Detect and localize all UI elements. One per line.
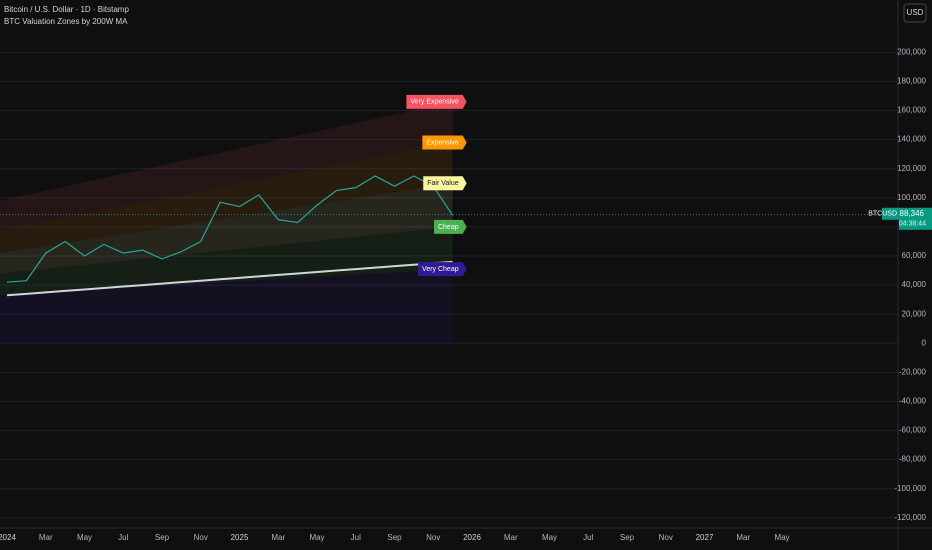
x-tick-label: Nov bbox=[426, 533, 440, 542]
x-tick-label: Jul bbox=[118, 533, 128, 542]
y-tick-label: 120,000 bbox=[897, 164, 926, 173]
zone-tag: Cheap bbox=[433, 219, 467, 234]
x-tick-label: Jul bbox=[583, 533, 593, 542]
zone-tag-bg bbox=[423, 176, 467, 191]
y-tick-label: 60,000 bbox=[902, 251, 927, 260]
zone-tag-bg bbox=[406, 94, 467, 109]
zone-tag-label: Fair Value bbox=[427, 180, 458, 187]
x-tick-label: 2024 bbox=[0, 533, 16, 542]
y-tick-label: 100,000 bbox=[897, 193, 926, 202]
x-tick-label: Sep bbox=[155, 533, 170, 542]
x-tick-label: May bbox=[542, 533, 557, 542]
y-tick-label: -60,000 bbox=[899, 426, 927, 435]
x-tick-label: Mar bbox=[736, 533, 750, 542]
valuation-zone bbox=[0, 226, 453, 296]
x-tick-label: May bbox=[309, 533, 324, 542]
symbol-tag-label: BTCUSD bbox=[868, 211, 897, 218]
last-price-label: 88,346 bbox=[900, 209, 925, 218]
indicator-title: BTC Valuation Zones by 200W MA bbox=[4, 17, 128, 26]
y-tick-label: 40,000 bbox=[902, 280, 927, 289]
x-tick-label: 2027 bbox=[696, 533, 714, 542]
x-tick-label: Sep bbox=[387, 533, 402, 542]
zone-tag-label: Cheap bbox=[438, 224, 459, 231]
y-tick-label: -20,000 bbox=[899, 367, 927, 376]
zone-tag: Very Expensive bbox=[406, 94, 467, 109]
price-line bbox=[6, 175, 454, 283]
valuation-zone bbox=[0, 269, 453, 344]
y-tick-label: 140,000 bbox=[897, 135, 926, 144]
valuation-zone bbox=[0, 101, 453, 230]
x-tick-label: Mar bbox=[504, 533, 518, 542]
zone-tag: Expensive bbox=[422, 135, 467, 150]
x-tick-label: Nov bbox=[194, 533, 208, 542]
x-tick-label: 2026 bbox=[463, 533, 481, 542]
x-tick-label: Nov bbox=[659, 533, 673, 542]
x-tick-label: May bbox=[774, 533, 789, 542]
x-tick-label: May bbox=[77, 533, 92, 542]
zone-tag-label: Very Cheap bbox=[422, 266, 459, 273]
y-tick-label: -40,000 bbox=[899, 397, 927, 406]
y-tick-label: 20,000 bbox=[902, 309, 927, 318]
zone-tag: Fair Value bbox=[423, 176, 467, 191]
y-tick-label: 200,000 bbox=[897, 47, 926, 56]
plot-area bbox=[0, 51, 898, 519]
zone-tag-bg bbox=[418, 262, 467, 277]
symbol-tag bbox=[882, 207, 899, 220]
x-tick-label: Mar bbox=[271, 533, 285, 542]
valuation-zone bbox=[0, 142, 453, 254]
y-tick-label: -120,000 bbox=[894, 513, 926, 522]
zone-tag-bg bbox=[433, 219, 467, 234]
ma-line bbox=[6, 260, 453, 297]
currency-label[interactable]: USD bbox=[907, 8, 924, 17]
x-tick-label: Jul bbox=[351, 533, 361, 542]
y-tick-label: -100,000 bbox=[894, 484, 926, 493]
x-tick-label: Sep bbox=[620, 533, 635, 542]
y-tick-label: 160,000 bbox=[897, 106, 926, 115]
last-price-tag bbox=[899, 207, 932, 230]
valuation-zone bbox=[0, 183, 453, 274]
zone-tag-bg bbox=[422, 135, 467, 150]
y-tick-label: 0 bbox=[922, 338, 927, 347]
y-tick-label: -80,000 bbox=[899, 455, 927, 464]
zone-tag-label: Expensive bbox=[426, 139, 458, 146]
x-tick-label: Mar bbox=[39, 533, 53, 542]
countdown-label: 04:38:44 bbox=[899, 221, 926, 228]
symbol-title: Bitcoin / U.S. Dollar · 1D · Bitstamp bbox=[4, 5, 129, 14]
zone-tag-label: Very Expensive bbox=[410, 99, 458, 106]
y-tick-label: 180,000 bbox=[897, 77, 926, 86]
currency-button[interactable] bbox=[903, 3, 927, 23]
x-tick-label: 2025 bbox=[231, 533, 249, 542]
zone-tag: Very Cheap bbox=[418, 262, 467, 277]
